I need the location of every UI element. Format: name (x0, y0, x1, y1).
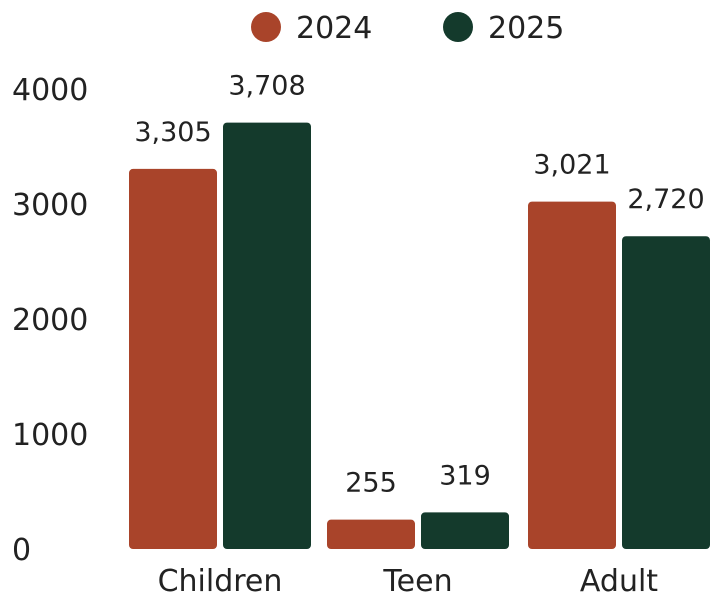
y-tick-label-3000: 3000 (12, 188, 88, 223)
data-labels: 3,305 3,708 255 319 3,021 2,720 (134, 71, 704, 499)
bars (129, 122, 710, 550)
legend-marker-2024 (251, 12, 281, 42)
bar-teen-2024 (327, 519, 415, 549)
legend-label-2025: 2025 (488, 11, 564, 46)
x-axis: Children Teen Adult (158, 564, 659, 599)
bar-adult-2025 (622, 236, 710, 549)
legend-marker-2025 (443, 12, 473, 42)
legend: 2024 2025 (251, 11, 564, 46)
bar-adult-2024 (528, 201, 616, 549)
data-label-children-2025: 3,708 (228, 71, 305, 102)
y-tick-label-4000: 4000 (12, 73, 88, 108)
legend-label-2024: 2024 (296, 11, 372, 46)
bar-children-2024 (129, 168, 217, 550)
bar-children-2025 (223, 122, 311, 549)
x-category-label-children: Children (158, 564, 283, 599)
y-tick-label-0: 0 (12, 533, 31, 568)
x-category-label-teen: Teen (382, 564, 452, 599)
data-label-children-2024: 3,305 (134, 117, 211, 148)
data-label-teen-2024: 255 (345, 468, 397, 499)
y-tick-label-1000: 1000 (12, 418, 88, 453)
bar-teen-2025 (421, 512, 509, 549)
y-axis: 0 1000 2000 3000 4000 (12, 73, 88, 568)
data-label-adult-2024: 3,021 (533, 150, 610, 181)
x-category-label-adult: Adult (580, 564, 658, 599)
data-label-adult-2025: 2,720 (627, 184, 704, 215)
data-label-teen-2025: 319 (439, 460, 491, 491)
y-tick-label-2000: 2000 (12, 303, 88, 338)
